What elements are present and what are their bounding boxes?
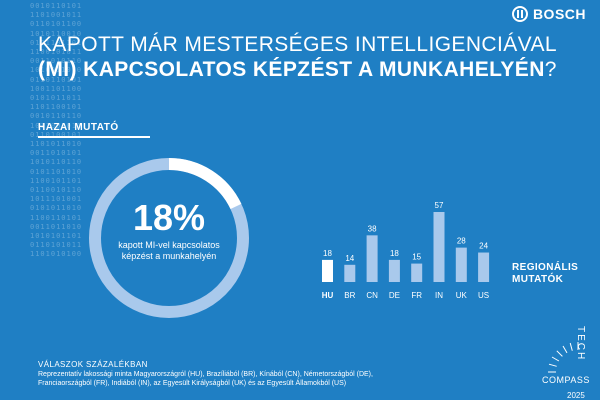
compass-tick [551,356,560,362]
bar-br [344,264,356,282]
bar-value-cn: 38 [368,224,377,233]
bar-value-us: 24 [479,242,488,251]
title-line-1: KAPOTT MÁR MESTERSÉGES INTELLIGENCIÁVAL [38,33,557,56]
compass-tick [548,363,557,367]
bar-value-fr: 15 [412,253,421,262]
footer-title: VÁLASZOK SZÁZALÉKBAN [38,360,148,369]
bar-value-uk: 28 [457,237,466,246]
bar-in [433,212,445,282]
title-line-2: (MI) KAPCSOLATOS KÉPZÉST A MUNKAHELYÉN? [38,58,557,82]
regional-bar-chart: 18 HU 14 BR 38 CN 18 DE 15 FR 57 IN 28 UK 24 US [322,201,490,300]
home-percentage: 18% [132,197,206,238]
footer-note-line-2: Franciaországból (FR), Indiából (IN), az… [38,380,347,387]
bar-value-in: 57 [435,201,444,210]
category-label-br: BR [344,291,355,300]
binary-pattern: 0010110101 1101001011 0110101100 1010110… [30,2,83,259]
bar-fr [411,263,423,282]
brand-name: BOSCH [532,6,586,22]
donut-value-arc [168,158,242,210]
bar-value-br: 14 [345,254,354,263]
bar-cn [366,235,378,282]
bar-de [388,259,400,282]
bar-us [478,252,490,282]
category-label-us: US [478,291,489,300]
category-label-fr: FR [411,291,422,300]
home-indicator-underline [38,136,150,138]
compass-word: COMPASS [542,375,590,385]
compass-ticks [548,342,579,373]
category-label-hu: HU [322,291,334,300]
category-label-uk: UK [456,291,468,300]
footer-note-line-1: Reprezentatív lakossági minta Magyarorsz… [38,371,373,378]
bosch-logo: BOSCH [511,6,586,22]
tech-compass-logo: TECH COMPASS 2025 [542,326,590,400]
home-caption: kapott MI-vel kapcsolatos képzést a munk… [118,240,220,261]
category-label-in: IN [435,291,443,300]
compass-tick [562,345,568,354]
compass-year: 2025 [567,391,585,400]
bar-value-hu: 18 [323,249,332,258]
bosch-armature-icon [511,6,528,22]
compass-tick [569,342,573,351]
bar-hu [322,259,333,282]
title-line-2-bold: (MI) KAPCSOLATOS KÉPZÉST A MUNKAHELYÉN [38,58,545,81]
tech-word: TECH [575,326,586,361]
bar-uk [455,247,467,282]
regional-indicators-label: REGIONÁLIS MUTATÓK [512,262,579,285]
title-question-mark: ? [544,58,557,81]
home-indicator-label: HAZAI MUTATÓ [38,122,119,133]
compass-tick [556,350,563,357]
category-label-cn: CN [366,291,378,300]
bar-value-de: 18 [390,249,399,258]
category-label-de: DE [389,291,400,300]
donut-chart [89,158,249,318]
